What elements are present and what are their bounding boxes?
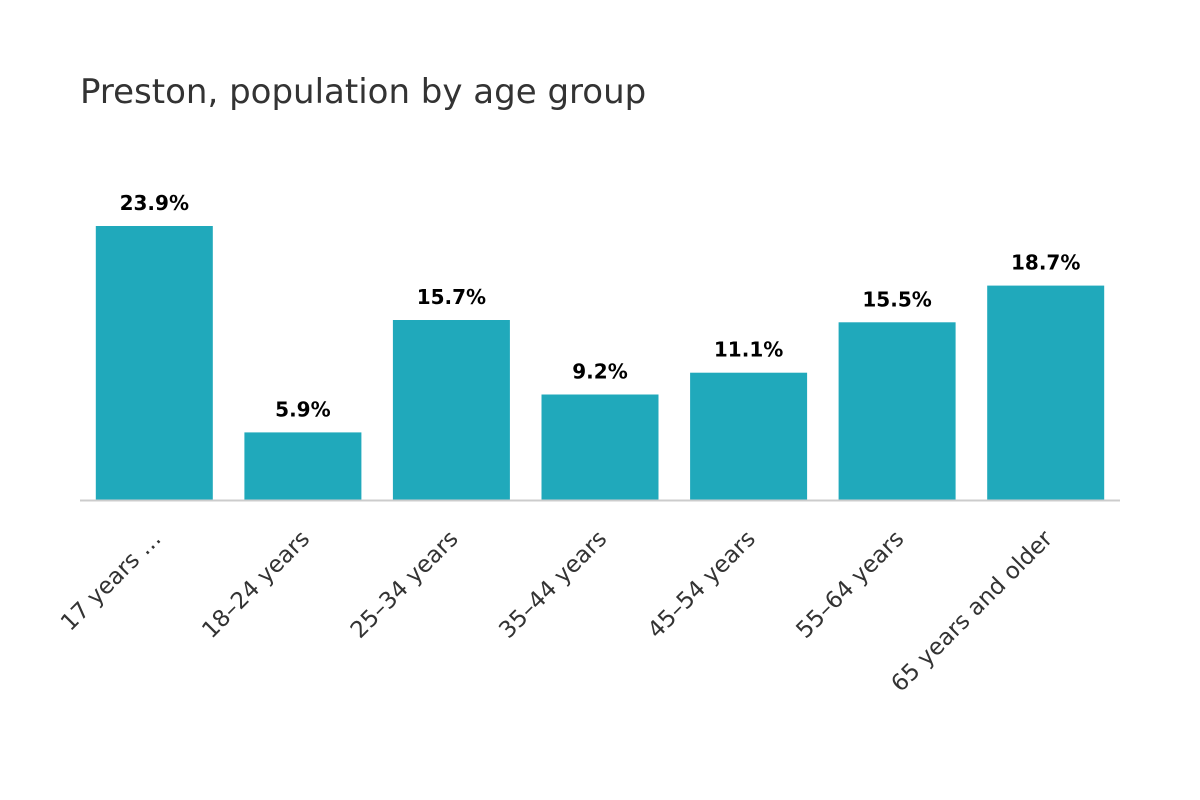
data-label-7: 18.7% — [1011, 251, 1080, 275]
chart-title: Preston, population by age group — [80, 72, 647, 112]
bar-3[interactable] — [392, 320, 510, 500]
data-label-2: 5.9% — [275, 397, 330, 421]
x-tick-label-6: 55–64 years — [792, 526, 910, 644]
bar-1[interactable] — [95, 226, 213, 500]
x-tick-label-5: 45–54 years — [643, 526, 761, 644]
data-labels-layer: 23.9% 5.9% 15.7% 9.2% 11.1% 15.5% 18.7% — [120, 191, 1081, 421]
bar-7[interactable] — [987, 285, 1105, 500]
data-label-5: 11.1% — [714, 338, 783, 362]
tick-labels-layer: 17 years … 18–24 years 25–34 years 35–44 ye… — [56, 525, 1058, 697]
x-tick-label-3: 25–34 years — [346, 526, 464, 644]
x-tick-label-4: 35–44 years — [494, 526, 612, 644]
data-label-4: 9.2% — [572, 360, 627, 384]
x-tick-label-1: 17 years … — [56, 526, 166, 636]
data-label-1: 23.9% — [120, 191, 189, 215]
x-tick-label-7: 65 years and older — [887, 525, 1059, 697]
x-tick-label-2: 18–24 years — [197, 526, 315, 644]
bar-4[interactable] — [541, 394, 659, 501]
bars-layer — [95, 226, 1105, 501]
data-label-6: 15.5% — [862, 287, 931, 311]
bar-5[interactable] — [690, 372, 808, 500]
bar-6[interactable] — [838, 322, 956, 500]
bar-2[interactable] — [244, 432, 362, 500]
data-label-3: 15.7% — [417, 285, 486, 309]
